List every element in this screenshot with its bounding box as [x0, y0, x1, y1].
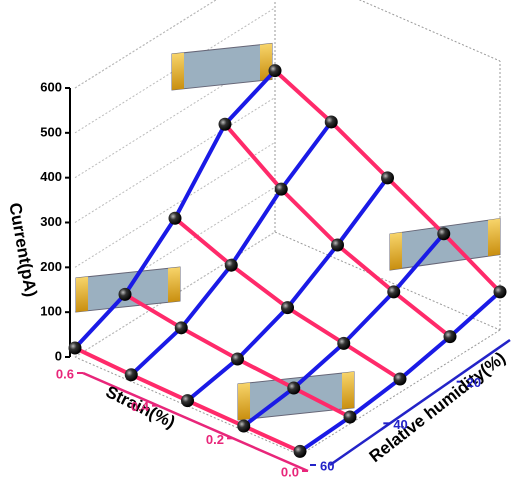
data-point — [443, 330, 457, 344]
sheet-image — [171, 42, 273, 91]
rh-axis — [329, 338, 511, 467]
data-point — [337, 336, 351, 350]
grid-line — [74, 186, 276, 313]
grid-line — [74, 97, 276, 223]
box-edge — [299, 329, 501, 456]
z-tick-label: 300 — [40, 214, 62, 229]
z-axis-title: Current(pA) — [5, 201, 40, 298]
data-point — [68, 341, 82, 355]
decoration — [75, 42, 501, 421]
data-point — [124, 368, 138, 382]
data-point — [231, 352, 244, 366]
data-point — [268, 64, 282, 78]
z-tick-label: 100 — [40, 304, 62, 319]
rh-tick-label: 60 — [320, 458, 334, 473]
box-edge — [74, 356, 301, 456]
data-point — [274, 182, 288, 196]
strain-tick-label: 0.4 — [131, 399, 150, 414]
data-point — [224, 258, 238, 272]
data-point — [343, 410, 357, 424]
box-edge — [274, 231, 501, 331]
data-point — [287, 381, 301, 395]
data-point — [218, 117, 232, 131]
z-tick-label: 400 — [40, 169, 62, 184]
box-edge — [358, 0, 501, 62]
rh-tick-label: 40 — [393, 417, 407, 432]
strain-axis — [82, 371, 309, 473]
data-point — [237, 419, 251, 433]
z-tick-label: 600 — [40, 79, 62, 94]
rh-tick-label: 20 — [467, 375, 481, 390]
grid-line — [74, 0, 217, 89]
grid-line — [74, 141, 276, 268]
strain-line — [129, 120, 333, 377]
data-point — [281, 301, 294, 315]
data-point — [387, 285, 401, 299]
strain-tick-label: 0.2 — [206, 432, 224, 447]
data-point — [493, 285, 507, 299]
data-point — [381, 171, 394, 185]
z-tick-label: 500 — [40, 124, 62, 139]
data-point — [324, 115, 338, 129]
z-tick-label: 200 — [40, 259, 62, 274]
data-point — [393, 372, 407, 386]
sheet-image — [389, 217, 501, 271]
data-point — [118, 287, 132, 301]
strain-tick-label: 0.6 — [56, 366, 74, 381]
sheet-image — [237, 371, 355, 421]
z-tick-label: 0 — [55, 348, 62, 363]
data-point — [181, 394, 194, 408]
strain-tick-label: 0.0 — [281, 464, 299, 479]
data-point — [437, 227, 451, 241]
rh-axis-title: Relative humidity(%) — [366, 348, 509, 466]
data-point — [293, 444, 307, 458]
data-point — [174, 321, 188, 335]
strain-line — [186, 176, 390, 403]
data-point — [331, 238, 344, 252]
data-point — [168, 211, 182, 225]
rh-line — [173, 216, 402, 381]
